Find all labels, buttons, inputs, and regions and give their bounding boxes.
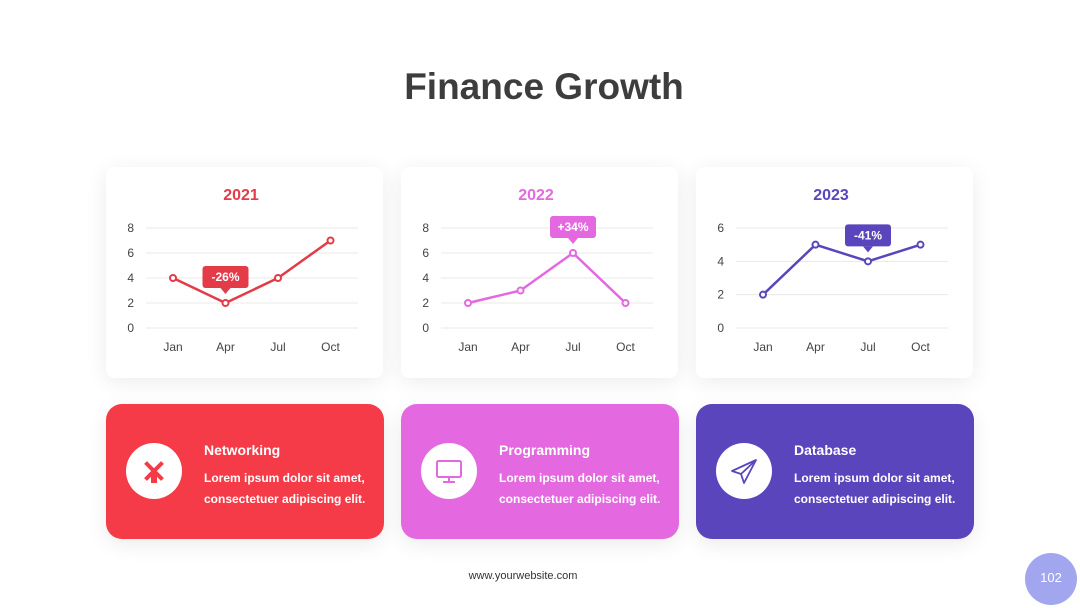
annotation-badge bbox=[845, 224, 891, 247]
annotation-pointer bbox=[568, 238, 578, 244]
page-title: Finance Growth bbox=[404, 66, 684, 107]
y-tick-label: 8 bbox=[127, 221, 134, 235]
chart-title: 2023 bbox=[813, 187, 849, 204]
y-tick-label: 4 bbox=[717, 254, 724, 268]
data-point bbox=[516, 286, 525, 295]
chart-title: 2021 bbox=[223, 187, 259, 204]
networking-title: Networking bbox=[204, 442, 281, 458]
data-point bbox=[864, 257, 872, 266]
y-tick-label: 8 bbox=[422, 221, 429, 235]
y-tick-label: 4 bbox=[422, 271, 429, 285]
networking-card: Networking Lorem ipsum dolor sit amet, c… bbox=[106, 404, 384, 539]
y-tick-label: 4 bbox=[127, 271, 134, 285]
series-line bbox=[172, 239, 332, 305]
data-point bbox=[569, 249, 577, 257]
x-tick-label: Jul bbox=[860, 340, 875, 354]
windmill-icon bbox=[126, 443, 182, 499]
y-tick-label: 6 bbox=[422, 246, 429, 260]
annotation-label: -41% bbox=[854, 228, 882, 242]
y-tick-label: 2 bbox=[127, 296, 134, 310]
data-point bbox=[811, 240, 820, 249]
x-tick-label: Jul bbox=[565, 340, 580, 354]
programming-title: Programming bbox=[499, 442, 591, 458]
networking-text: Lorem ipsum dolor sit amet, consectetuer… bbox=[204, 471, 366, 506]
chart-card-2021: 2021 0 2 4 6 8 Jan Apr Jul Oct -26% bbox=[106, 167, 383, 378]
annotation-pointer bbox=[863, 246, 873, 253]
chart-title: 2022 bbox=[518, 187, 554, 204]
annotation-badge bbox=[550, 216, 596, 238]
y-tick-label: 0 bbox=[717, 321, 724, 335]
x-tick-label: Jan bbox=[753, 340, 772, 354]
data-point bbox=[326, 236, 335, 245]
x-tick-label: Apr bbox=[806, 340, 825, 354]
series-line bbox=[467, 251, 627, 305]
annotation-pointer bbox=[220, 288, 231, 294]
chart-card-2023: 2023 0 2 4 6 Jan Apr Jul Oct -41% bbox=[696, 167, 973, 378]
database-card: Database Lorem ipsum dolor sit amet, con… bbox=[696, 404, 974, 539]
programming-card: Programming Lorem ipsum dolor sit amet, … bbox=[401, 404, 679, 539]
annotation-badge bbox=[202, 266, 249, 288]
chart-card-2022: 2022 0 2 4 6 8 Jan Apr Jul Oct +34% bbox=[401, 167, 678, 378]
data-point bbox=[169, 274, 177, 282]
paper-plane-icon bbox=[716, 443, 772, 499]
page-number-badge: 102 bbox=[1025, 553, 1077, 605]
programming-text: Lorem ipsum dolor sit amet, consectetuer… bbox=[499, 471, 661, 506]
data-point bbox=[916, 240, 925, 249]
line-chart-2023: 2023 0 2 4 6 Jan Apr Jul Oct -41% bbox=[717, 187, 948, 354]
x-tick-label: Oct bbox=[321, 340, 340, 354]
monitor-icon bbox=[421, 443, 477, 499]
y-tick-label: 0 bbox=[422, 321, 429, 335]
data-point bbox=[274, 274, 282, 282]
annotation-label: -26% bbox=[211, 270, 239, 284]
line-chart-2021: 2021 0 2 4 6 8 Jan Apr Jul Oct -26% bbox=[127, 187, 358, 354]
line-chart-2022: 2022 0 2 4 6 8 Jan Apr Jul Oct +34% bbox=[422, 187, 653, 354]
y-tick-label: 6 bbox=[717, 221, 724, 235]
data-point bbox=[464, 299, 472, 307]
series-line bbox=[762, 243, 921, 296]
y-tick-label: 2 bbox=[717, 288, 724, 302]
x-tick-label: Apr bbox=[511, 340, 530, 354]
x-tick-label: Jan bbox=[458, 340, 477, 354]
x-tick-label: Apr bbox=[216, 340, 235, 354]
x-tick-label: Oct bbox=[911, 340, 930, 354]
x-tick-label: Jul bbox=[270, 340, 285, 354]
database-title: Database bbox=[794, 442, 857, 458]
data-point bbox=[759, 290, 767, 299]
annotation-label: +34% bbox=[557, 220, 588, 234]
data-point bbox=[621, 299, 630, 307]
website-url: www.yourwebsite.com bbox=[468, 570, 578, 582]
data-point bbox=[221, 299, 230, 307]
y-tick-label: 6 bbox=[127, 246, 134, 260]
y-tick-label: 0 bbox=[127, 321, 134, 335]
database-text: Lorem ipsum dolor sit amet, consectetuer… bbox=[794, 471, 956, 506]
x-tick-label: Jan bbox=[163, 340, 182, 354]
x-tick-label: Oct bbox=[616, 340, 635, 354]
y-tick-label: 2 bbox=[422, 296, 429, 310]
